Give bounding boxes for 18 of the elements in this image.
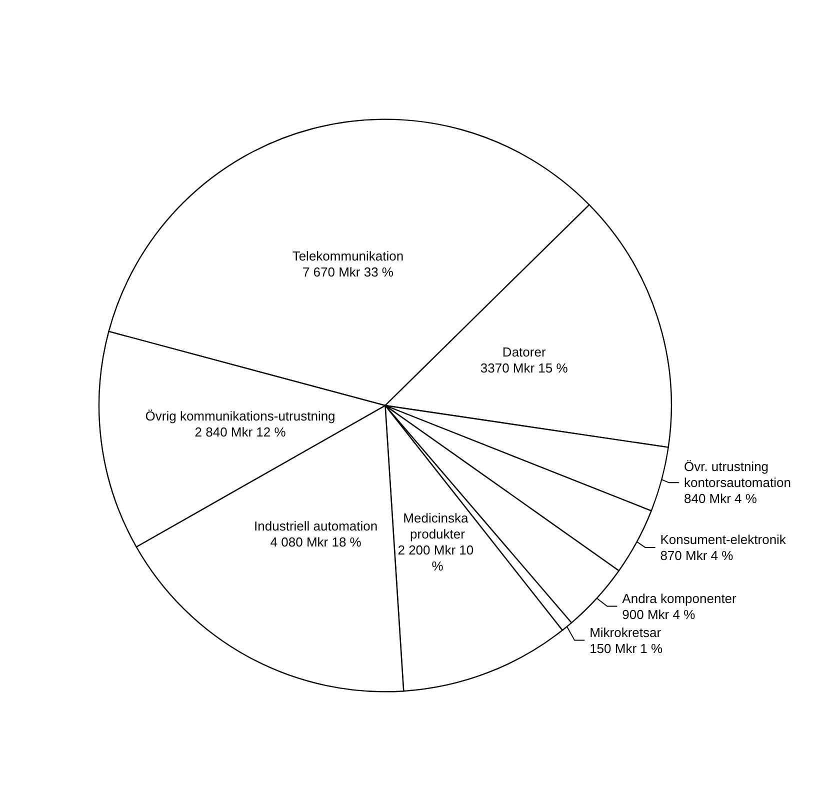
slice-label: Datorer <box>502 344 546 360</box>
data-label: 2 840 Mkr 12 % <box>194 424 286 440</box>
data-label: 7 670 Mkr 33 % <box>302 264 394 280</box>
data-label: 2 200 Mkr 10 % <box>398 542 478 574</box>
data-label: 840 Mkr 4 % <box>684 491 758 506</box>
data-label: 900 Mkr 4 % <box>622 606 696 622</box>
slice-label: Medicinska produkter <box>403 510 472 542</box>
slice-label: Telekommunikation <box>292 248 404 264</box>
slice-label: Industriell automation <box>254 518 378 534</box>
slice-label: Mikrokretsar <box>590 624 662 640</box>
data-label: 870 Mkr 4 % <box>660 548 734 563</box>
data-label: 4 080 Mkr 18 % <box>270 534 362 550</box>
data-label: 150 Mkr 1 % <box>590 640 663 656</box>
slice-label: Övrig kommunikations-utrustning <box>145 408 336 424</box>
slice-label: Andra komponenter <box>622 590 738 606</box>
slice-label: Konsument-elektronik <box>660 532 786 547</box>
slice-label: Övr. utrustning kontorsautomation <box>684 459 791 490</box>
data-label: 3370 Mkr 15 % <box>480 360 568 376</box>
